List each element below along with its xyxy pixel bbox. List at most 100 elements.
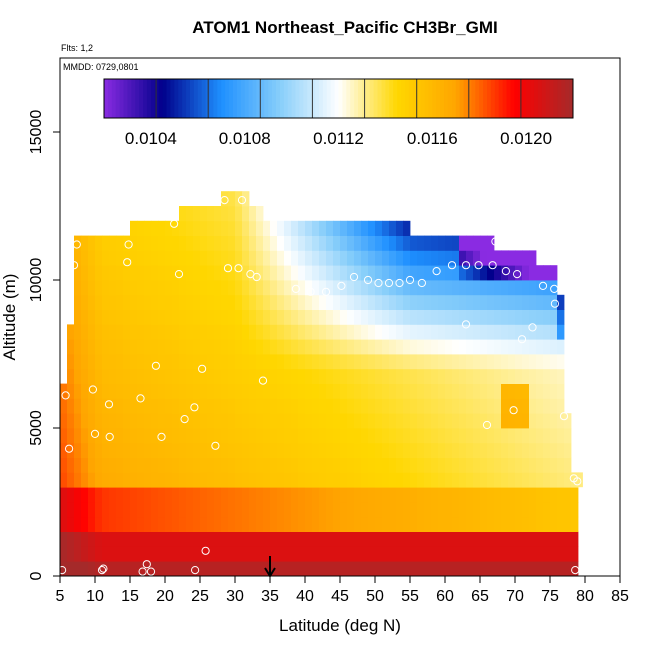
heatmap-cell — [494, 546, 502, 562]
heatmap-cell — [116, 235, 124, 251]
heatmap-cell — [522, 442, 530, 458]
heatmap-cell — [60, 398, 68, 414]
heatmap-cell — [186, 354, 194, 370]
heatmap-cell — [354, 235, 362, 251]
heatmap-cell — [354, 368, 362, 384]
heatmap-cell — [459, 235, 467, 251]
colorbar-cell — [119, 79, 125, 118]
heatmap-cell — [256, 561, 264, 577]
heatmap-cell — [193, 472, 201, 488]
y-tick-label: 10000 — [28, 258, 45, 303]
heatmap-cell — [291, 383, 299, 399]
heatmap-cell — [389, 531, 397, 547]
colorbar-cell — [510, 79, 515, 118]
heatmap-cell — [501, 354, 509, 370]
heatmap-cell — [116, 442, 124, 458]
heatmap-cell — [305, 487, 313, 503]
heatmap-cell — [179, 442, 187, 458]
heatmap-cell — [123, 265, 131, 281]
heatmap-cell — [291, 250, 299, 266]
heatmap-cell — [242, 339, 250, 355]
heatmap-cell — [172, 339, 180, 355]
heatmap-cell — [333, 280, 341, 296]
heatmap-cell — [158, 220, 166, 236]
heatmap-cell — [396, 368, 404, 384]
heatmap-cell — [319, 561, 327, 577]
colorbar-cell — [471, 79, 476, 118]
observation-point — [337, 281, 346, 290]
heatmap-cell — [319, 354, 327, 370]
colorbar-cell — [537, 79, 543, 118]
heatmap-cell — [235, 398, 243, 414]
colorbar-cell — [221, 79, 226, 118]
heatmap-cell — [396, 502, 404, 518]
heatmap-cell — [298, 235, 306, 251]
colorbar-cell — [146, 79, 152, 118]
heatmap-cell — [207, 516, 215, 532]
heatmap-cell — [494, 561, 502, 577]
heatmap-cell — [557, 502, 565, 518]
heatmap-cell — [130, 280, 138, 296]
heatmap-cell — [165, 294, 173, 310]
heatmap-cell — [179, 339, 187, 355]
heatmap-cell — [214, 413, 222, 429]
heatmap-cell — [326, 502, 334, 518]
heatmap-cell — [305, 428, 313, 444]
heatmap-cell — [340, 502, 348, 518]
heatmap-cell — [403, 561, 411, 577]
heatmap-cell — [557, 428, 565, 444]
heatmap-cell — [130, 472, 138, 488]
heatmap-cell — [522, 413, 530, 429]
heatmap-cell — [494, 309, 502, 325]
heatmap-cell — [186, 220, 194, 236]
heatmap-cell — [417, 472, 425, 488]
heatmap-cell — [242, 487, 250, 503]
heatmap-cell — [221, 457, 229, 473]
heatmap-cell — [347, 531, 355, 547]
heatmap-cell — [256, 280, 264, 296]
heatmap-cell — [200, 220, 208, 236]
heatmap-cell — [410, 531, 418, 547]
heatmap-cell — [340, 368, 348, 384]
heatmap-cell — [109, 354, 117, 370]
y-tick-label: 15000 — [28, 110, 45, 155]
heatmap-cell — [151, 368, 159, 384]
heatmap-cell — [193, 383, 201, 399]
heatmap-cell — [207, 206, 215, 222]
heatmap-cell — [172, 413, 180, 429]
heatmap-cell — [88, 235, 96, 251]
heatmap-cell — [165, 280, 173, 296]
heatmap-cell — [74, 354, 82, 370]
heatmap-cell — [207, 368, 215, 384]
heatmap-cell — [298, 398, 306, 414]
heatmap-cell — [81, 339, 89, 355]
heatmap-cell — [515, 294, 523, 310]
heatmap-cell — [466, 428, 474, 444]
heatmap-cell — [270, 250, 278, 266]
heatmap-cell — [179, 561, 187, 577]
heatmap-cell — [417, 502, 425, 518]
colorbar-cell — [291, 79, 297, 118]
heatmap-cell — [326, 280, 334, 296]
heatmap-cell — [445, 531, 453, 547]
heatmap-cell — [277, 235, 285, 251]
heatmap-cell — [550, 309, 558, 325]
heatmap-cell — [214, 516, 222, 532]
heatmap-cell — [494, 502, 502, 518]
heatmap-cell — [438, 309, 446, 325]
heatmap-cell — [116, 309, 124, 325]
heatmap-cell — [382, 457, 390, 473]
heatmap-cell — [438, 561, 446, 577]
heatmap-cell — [172, 457, 180, 473]
heatmap-cell — [417, 457, 425, 473]
heatmap-cell — [452, 502, 460, 518]
heatmap-cell — [389, 502, 397, 518]
heatmap-cell — [445, 339, 453, 355]
heatmap-cell — [137, 324, 145, 340]
heatmap-cell — [179, 368, 187, 384]
heatmap-cell — [459, 413, 467, 429]
heatmap-cell — [193, 561, 201, 577]
heatmap-cell — [165, 398, 173, 414]
heatmap-cell — [508, 457, 516, 473]
heatmap-cell — [277, 472, 285, 488]
